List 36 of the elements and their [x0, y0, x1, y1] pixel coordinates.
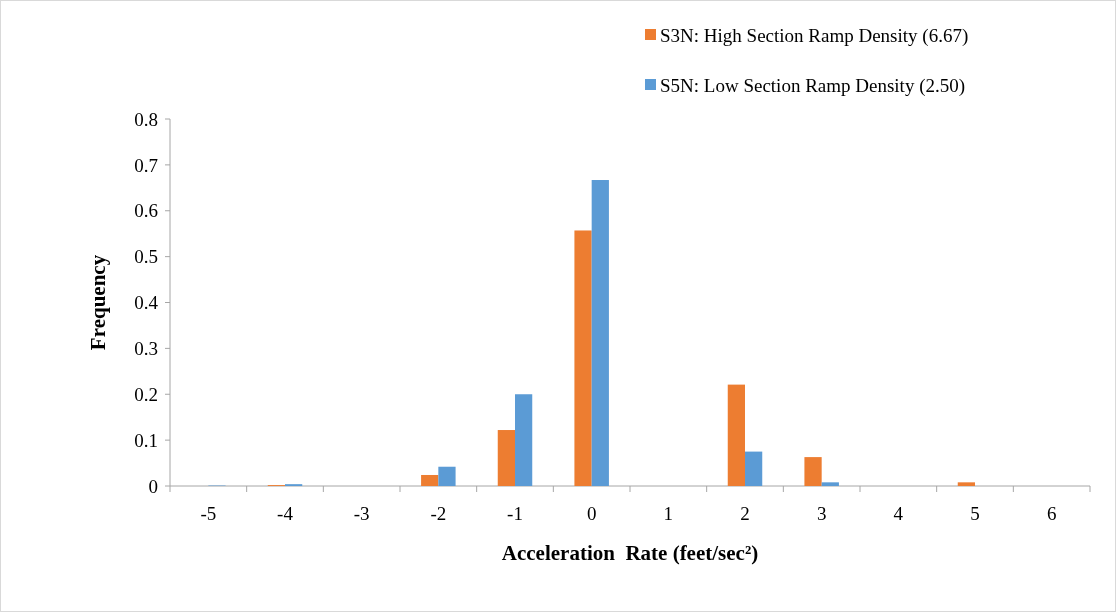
y-tick-label: 0.7: [134, 154, 158, 176]
bar: [591, 180, 609, 486]
bar: [515, 394, 533, 486]
x-tick-label: 1: [663, 503, 674, 524]
x-tick-label: -2: [430, 503, 447, 524]
bar: [804, 457, 822, 486]
x-tick-label: 0: [586, 503, 597, 524]
legend-label: S3N: High Section Ramp Density (6.67): [660, 24, 969, 47]
bar: [957, 482, 975, 486]
y-tick-label: 0: [148, 475, 158, 497]
y-tick-label: 0.5: [134, 246, 158, 268]
x-axis-title: Acceleration Rate (feet/sec²): [501, 541, 759, 565]
bar: [574, 230, 592, 486]
y-tick-label: 0.4: [134, 292, 159, 314]
bar: [438, 466, 456, 486]
y-axis-title: Frequency: [86, 254, 110, 351]
x-tick-label: 5: [970, 503, 980, 524]
x-tick-label: -5: [200, 503, 217, 524]
x-tick-label: -3: [353, 503, 370, 524]
bar: [497, 430, 515, 486]
x-tick-label: -1: [507, 503, 523, 524]
bar: [745, 451, 763, 486]
x-tick-label: -4: [277, 503, 294, 524]
y-tick-label: 0.2: [134, 383, 158, 405]
y-tick-label: 0.8: [134, 108, 158, 130]
bar: [421, 474, 439, 486]
x-tick-label: 3: [816, 503, 827, 524]
legend-label: S5N: Low Section Ramp Density (2.50): [660, 74, 966, 97]
y-tick-label: 0.6: [134, 200, 158, 222]
bar: [821, 482, 839, 486]
x-tick-label: 2: [740, 503, 750, 524]
x-tick-label: 4: [893, 503, 904, 524]
y-tick-label: 0.1: [134, 429, 158, 451]
x-tick-label: 6: [1046, 503, 1057, 524]
y-tick-label: 0.3: [134, 338, 158, 360]
bar: [727, 384, 745, 486]
